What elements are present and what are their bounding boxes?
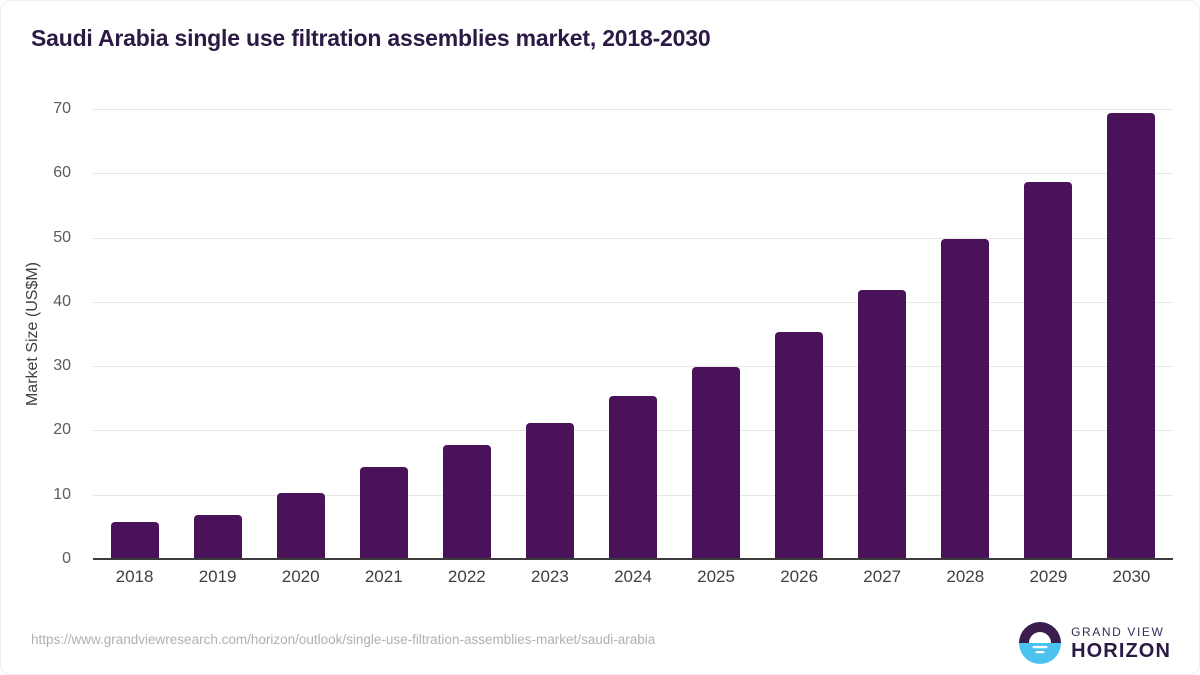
y-tick-label: 60 <box>53 164 71 182</box>
x-tick-label-2018: 2018 <box>115 567 154 586</box>
y-tick-label: 40 <box>53 292 71 310</box>
x-tick-label-2020: 2020 <box>281 567 320 586</box>
x-tick-label-2029: 2029 <box>1029 567 1068 586</box>
bar-2024[interactable] <box>609 396 657 559</box>
source-url[interactable]: https://www.grandviewresearch.com/horizo… <box>31 632 656 647</box>
bar-2021[interactable] <box>359 467 408 559</box>
gridline <box>93 173 1173 175</box>
y-tick-label: 70 <box>53 100 71 117</box>
x-tick-label-2023: 2023 <box>531 567 569 586</box>
page-title: Saudi Arabia single use filtration assem… <box>31 25 711 51</box>
x-tick-label-2024: 2024 <box>614 567 652 586</box>
x-axis-line <box>93 558 1173 560</box>
y-tick-label: 50 <box>53 228 71 246</box>
x-tick-label-2026: 2026 <box>780 567 819 586</box>
bar-2029[interactable] <box>1024 182 1073 559</box>
y-tick-label: 10 <box>53 485 71 503</box>
x-tick-label-2025: 2025 <box>697 567 735 586</box>
gridline <box>93 301 1173 303</box>
y-tick-label: 0 <box>62 550 71 567</box>
bar-2018[interactable] <box>110 521 159 559</box>
logo-wordmark: GRAND VIEW HORIZON <box>1071 626 1171 661</box>
x-tick-label-2027: 2027 <box>863 567 902 586</box>
logo-text-grand-view: GRAND VIEW <box>1071 624 1165 639</box>
bar-2027[interactable] <box>858 290 907 559</box>
x-axis-tick-labels: 2018 2019 2020 2021 2022 2023 2024 2025 2026 2027… <box>93 567 1173 597</box>
y-tick-label: 30 <box>53 357 71 375</box>
bar-2030[interactable] <box>1107 112 1156 559</box>
gridline <box>93 109 1173 110</box>
bar-2022[interactable] <box>442 444 491 559</box>
x-tick-label-2028: 2028 <box>946 567 985 586</box>
y-axis-title: Market Size (US$M) <box>24 261 41 407</box>
bar-2020[interactable] <box>276 492 325 559</box>
gridline <box>93 366 1173 368</box>
bar-2025[interactable] <box>692 366 741 559</box>
bar-2023[interactable] <box>525 422 574 559</box>
bar-2026[interactable] <box>775 332 824 559</box>
bar-2019[interactable] <box>193 514 242 559</box>
x-tick-label-2021: 2021 <box>364 567 403 586</box>
x-tick-label-2030: 2030 <box>1112 567 1151 586</box>
brand-logo[interactable]: GRAND VIEW HORIZON <box>1018 621 1171 665</box>
gridline <box>93 237 1173 239</box>
logo-text-horizon: HORIZON <box>1071 639 1171 662</box>
bar-2028[interactable] <box>941 238 990 559</box>
y-tick-label: 20 <box>53 421 71 439</box>
x-tick-label-2022: 2022 <box>447 567 486 586</box>
plot-area: Market Size (US$M) 0 10 20 30 40 50 60 70 <box>24 100 1173 567</box>
grand-view-horizon-sun-circle-icon <box>1019 622 1062 664</box>
bars <box>93 109 1173 559</box>
x-tick-label-2019: 2019 <box>198 567 237 586</box>
